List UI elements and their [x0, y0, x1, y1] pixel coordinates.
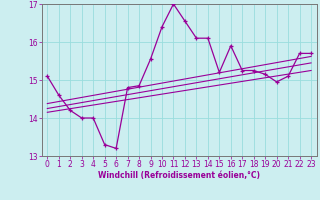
X-axis label: Windchill (Refroidissement éolien,°C): Windchill (Refroidissement éolien,°C) [98, 171, 260, 180]
